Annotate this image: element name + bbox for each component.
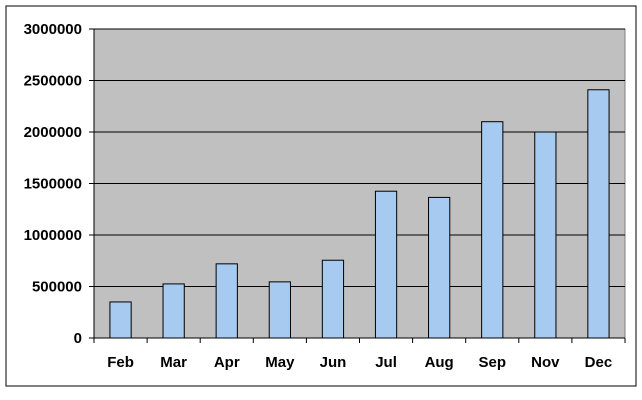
bar-dec [587, 89, 610, 339]
y-tick-label: 2000000 [24, 124, 82, 141]
x-tick-label-feb: Feb [107, 354, 134, 371]
x-tick-label-aug: Aug [425, 354, 454, 371]
y-tick-labels: 0 500000 1000000 1500000 2000000 2500000 30000… [24, 21, 82, 347]
bar-jun [321, 259, 345, 339]
bar-apr [215, 263, 238, 339]
bars [109, 89, 610, 339]
y-tick-label: 0 [74, 330, 82, 347]
x-tick-label-mar: Mar [160, 354, 187, 371]
bar-aug [428, 196, 451, 339]
axes [89, 28, 626, 343]
x-tick-label-sep: Sep [478, 354, 506, 371]
bar-jul [374, 190, 398, 339]
y-tick-label: 500000 [32, 279, 82, 296]
x-tick-label-dec: Dec [585, 354, 613, 371]
bar-nov [534, 131, 557, 339]
y-tick-label: 1500000 [24, 176, 82, 193]
x-tick-label-may: May [265, 354, 295, 371]
bar-feb [109, 301, 132, 339]
bar-sep [481, 121, 504, 339]
x-tick-labels: Feb Mar Apr May Jun Jul Aug Sep Nov Dec [107, 354, 612, 371]
bar-may [268, 281, 291, 339]
x-tick-label-apr: Apr [214, 354, 240, 371]
bar-mar [162, 283, 185, 339]
x-tick-label-nov: Nov [531, 354, 560, 371]
y-tick-label: 1000000 [24, 227, 82, 244]
x-tick-label-jul: Jul [375, 354, 397, 371]
x-tick-label-jun: Jun [320, 354, 347, 371]
y-tick-label: 2500000 [24, 73, 82, 90]
y-tick-label: 3000000 [24, 21, 82, 38]
